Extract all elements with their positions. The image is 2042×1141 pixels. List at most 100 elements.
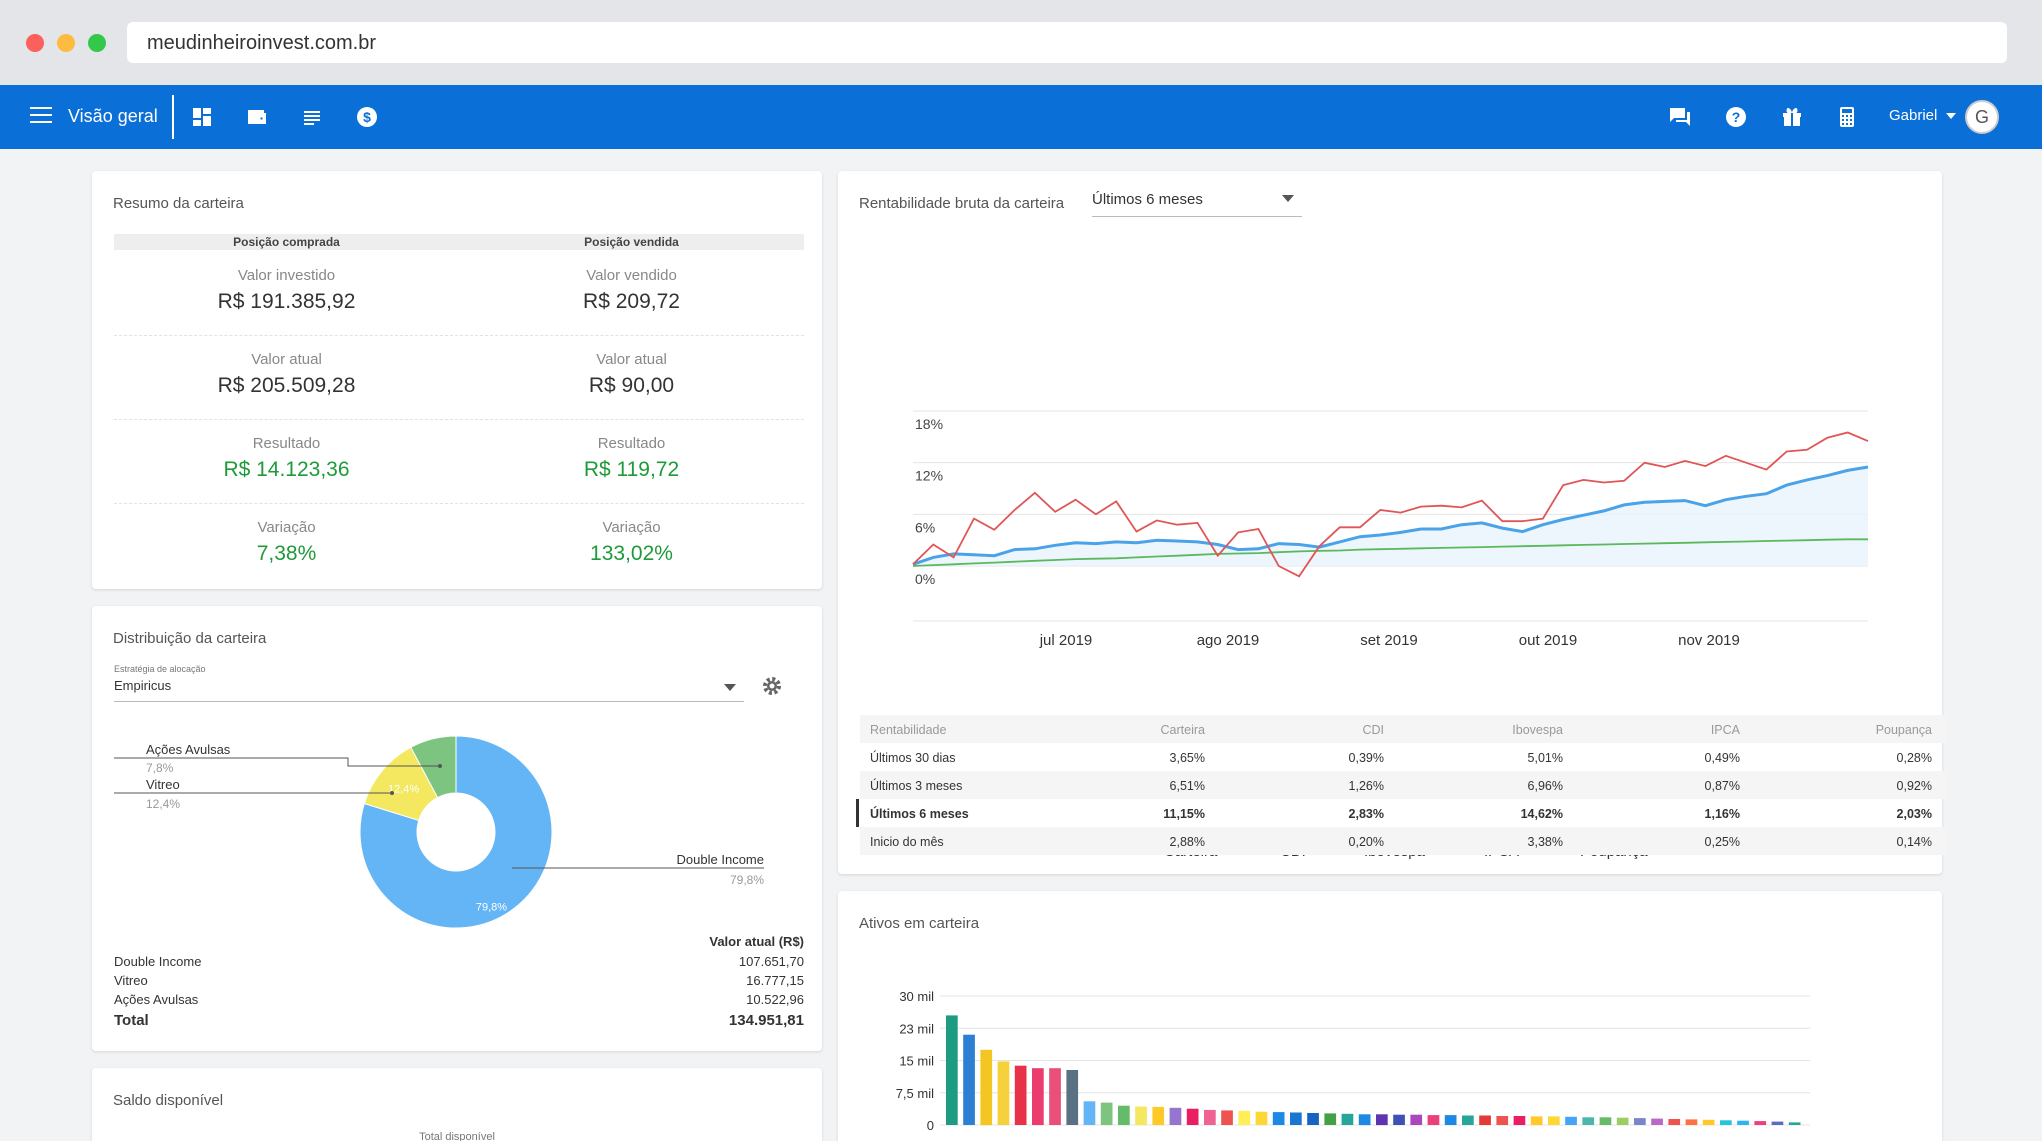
metric-resultado-vendido: Resultado R$ 119,72 [459, 435, 804, 482]
header-cell: Poupança [1875, 723, 1932, 737]
row-label: Inicio do mês [870, 835, 944, 849]
rentabilidade-card: Rentabilidade bruta da carteira Últimos … [838, 171, 1946, 874]
maximize-window-button[interactable] [88, 34, 106, 52]
list-icon[interactable] [300, 105, 324, 129]
distribuicao-card: Distribuição da carteira Estratégia de a… [92, 606, 822, 1051]
chevron-down-icon [1282, 195, 1294, 202]
cell: 3,65% [1169, 751, 1205, 765]
bar [1272, 1112, 1285, 1125]
slice-pct-label: 7,8% [146, 761, 174, 775]
y-tick-label: 18% [915, 416, 943, 432]
wallet-icon[interactable] [245, 105, 269, 129]
resumo-title: Resumo da carteira [113, 195, 244, 212]
bar [1169, 1107, 1182, 1125]
table-row-selected[interactable]: Últimos 6 meses 11,15% 2,83% 14,62% 1,16… [856, 799, 1946, 827]
column-header: Valor atual (R$) [709, 934, 804, 949]
row-value: 107.651,70 [738, 954, 804, 969]
bar [1083, 1101, 1096, 1125]
bar [1066, 1070, 1079, 1125]
divider [114, 335, 804, 336]
user-name[interactable]: Gabriel [1889, 107, 1938, 124]
total-label: Total [114, 1012, 149, 1029]
x-tick-label: set 2019 [1360, 632, 1418, 649]
bar [997, 1061, 1010, 1125]
url-bar[interactable]: meudinheiroinvest.com.br [127, 22, 2007, 63]
hamburger-menu-icon[interactable] [30, 107, 52, 125]
dashboard-icon[interactable] [190, 105, 214, 129]
period-select[interactable]: Últimos 6 meses [1092, 191, 1302, 217]
estrategia-label: Estratégia de alocação [114, 664, 206, 674]
bar [1496, 1116, 1509, 1125]
bar [1513, 1116, 1526, 1125]
cell: 11,15% [1163, 807, 1205, 821]
cell: 0,92% [1896, 779, 1932, 793]
bar [1771, 1121, 1784, 1125]
metric-label: Valor atual [251, 351, 322, 368]
bar [1341, 1113, 1354, 1125]
y-tick-label: 6% [915, 519, 935, 535]
bar [1393, 1114, 1405, 1125]
bar [1290, 1112, 1302, 1125]
table-row[interactable]: Inicio do mês 2,88% 0,20% 3,38% 0,25% 0,… [860, 827, 1946, 855]
line-chart: 18% 12% 6% 0% jul 2019 ago 2019 set 2019 out 20… [912, 410, 1869, 649]
metric-value: R$ 209,72 [583, 290, 680, 313]
col-vendida: Posição vendida [584, 235, 679, 249]
gift-icon[interactable] [1780, 105, 1804, 129]
rentabilidade-title: Rentabilidade bruta da carteira [859, 195, 1065, 212]
slice-name-label: Ações Avulsas [146, 742, 231, 757]
col-comprada: Posição comprada [233, 235, 340, 249]
x-tick-label: ago 2019 [1197, 632, 1260, 649]
cell: 1,26% [1348, 779, 1384, 793]
metric-resultado: Resultado R$ 14.123,36 [114, 435, 459, 482]
row-value: 10.522,96 [746, 992, 804, 1007]
cell: 2,88% [1169, 835, 1205, 849]
leader-line [114, 757, 440, 767]
bar [1720, 1120, 1732, 1125]
estrategia-value: Empiricus [114, 678, 172, 693]
bar [1685, 1119, 1698, 1125]
metric-label: Valor investido [237, 267, 336, 284]
estrategia-select[interactable]: Empiricus [114, 678, 744, 702]
table-row[interactable]: Últimos 3 meses 6,51% 1,26% 6,96% 0,87% … [860, 771, 1946, 799]
cell: 5,01% [1527, 751, 1563, 765]
metric-value: R$ 90,00 [588, 374, 675, 397]
calculator-icon[interactable] [1835, 105, 1859, 129]
minimize-window-button[interactable] [57, 34, 75, 52]
bar [1427, 1115, 1440, 1125]
table-total-row: Total 134.951,81 [114, 1012, 804, 1029]
resumo-card: Resumo da carteira Posição comprada Posi… [92, 171, 822, 589]
metric-label: Valor vendido [586, 267, 677, 284]
row-label: Últimos 30 dias [870, 751, 956, 765]
resumo-column-header: Posição comprada Posição vendida [114, 234, 804, 250]
cell: 2,83% [1348, 807, 1384, 821]
cell: 6,96% [1527, 779, 1563, 793]
bar [1014, 1065, 1027, 1125]
table-row[interactable]: Últimos 30 dias 3,65% 0,39% 5,01% 0,49% … [860, 743, 1946, 771]
help-icon[interactable]: ? [1724, 105, 1748, 129]
slice-pct-label: 12,4% [146, 797, 180, 811]
bar [1616, 1117, 1629, 1125]
y-tick-label: 0 [927, 1118, 934, 1133]
ativos-card: Ativos em carteira 30 mil 23 mil 15 mil 7,5… [838, 891, 1942, 1141]
cell: 2,03% [1896, 807, 1932, 821]
cell: 0,87% [1704, 779, 1740, 793]
bar [1410, 1114, 1423, 1125]
bar [1358, 1114, 1371, 1126]
avatar[interactable]: G [1965, 100, 1999, 134]
bar [1238, 1110, 1251, 1125]
close-window-button[interactable] [26, 34, 44, 52]
period-value: Últimos 6 meses [1092, 191, 1203, 208]
y-tick-label: 30 mil [899, 989, 934, 1004]
chat-icon[interactable] [1668, 105, 1692, 129]
total-value: 134.951,81 [728, 1012, 804, 1029]
user-menu-chevron-down-icon[interactable] [1946, 113, 1956, 119]
bar [1204, 1109, 1216, 1125]
metric-value: R$ 14.123,36 [223, 458, 350, 481]
money-icon[interactable]: $ [355, 105, 379, 129]
bar [1651, 1118, 1663, 1125]
svg-text:$: $ [363, 109, 371, 125]
x-tick-label: out 2019 [1519, 632, 1577, 649]
cell: 0,20% [1348, 835, 1384, 849]
gear-icon[interactable] [760, 674, 784, 698]
bar [1118, 1105, 1130, 1125]
